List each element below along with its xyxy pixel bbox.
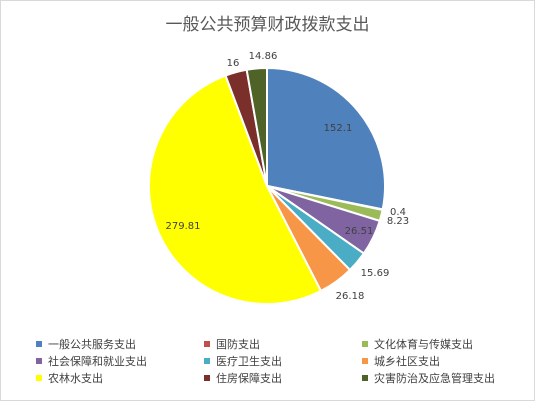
legend-swatch: [36, 374, 42, 381]
data-label: 26.18: [336, 291, 365, 302]
legend-item: 社会保障和就业支出: [36, 352, 204, 369]
chart-title: 一般公共预算财政拨款支出: [165, 15, 370, 35]
legend-item: 医疗卫生支出: [204, 352, 362, 369]
pie-slice: [147, 74, 323, 305]
legend-swatch: [362, 340, 368, 347]
pie-slice: [266, 66, 386, 211]
legend-swatch: [36, 357, 42, 364]
legend-item: 国防支出: [204, 335, 362, 352]
data-label: 152.1: [324, 123, 353, 134]
legend-swatch: [204, 374, 210, 381]
legend-item: 灾害防治及应急管理支出: [362, 369, 516, 386]
legend-swatch: [36, 340, 42, 347]
legend-item: 一般公共服务支出: [36, 335, 204, 352]
pie-slice: [245, 66, 268, 187]
data-label: 16: [227, 58, 240, 69]
legend-swatch: [362, 374, 368, 381]
legend-label: 城乡社区支出: [374, 354, 440, 368]
chart-legend: 一般公共服务支出 国防支出 文化体育与传媒支出社会保障和就业支出 医疗卫生支出 城乡社区…: [36, 335, 516, 386]
legend-item: 农林水支出: [36, 369, 204, 386]
legend-label: 文化体育与传媒支出: [374, 337, 473, 351]
data-label: 14.86: [249, 51, 278, 62]
data-label: 279.81: [166, 221, 201, 232]
data-label: 0.4: [390, 207, 406, 218]
legend-label: 医疗卫生支出: [216, 354, 282, 368]
legend-label: 国防支出: [216, 337, 260, 351]
data-label: 26.51: [345, 226, 374, 237]
legend-item: 城乡社区支出: [362, 352, 516, 369]
legend-label: 一般公共服务支出: [48, 337, 136, 351]
legend-swatch: [204, 340, 210, 347]
legend-swatch: [362, 357, 368, 364]
legend-label: 社会保障和就业支出: [48, 354, 147, 368]
data-label: 15.69: [361, 268, 390, 279]
legend-item: 文化体育与传媒支出: [362, 335, 516, 352]
legend-label: 灾害防治及应急管理支出: [374, 371, 495, 385]
legend-swatch: [204, 357, 210, 364]
legend-label: 住房保障支出: [216, 371, 282, 385]
legend-label: 农林水支出: [48, 371, 103, 385]
legend-item: 住房保障支出: [204, 369, 362, 386]
data-label: 8.23: [387, 216, 409, 227]
